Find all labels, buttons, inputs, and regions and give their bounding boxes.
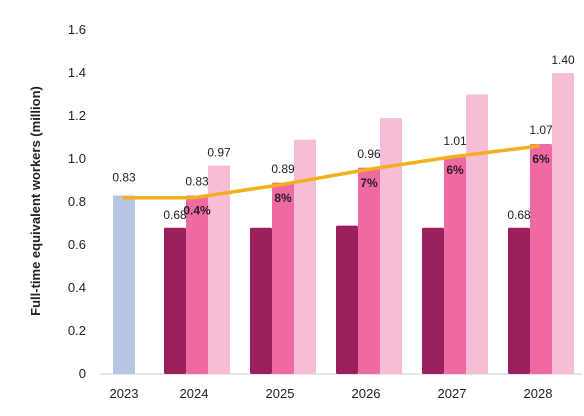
data-label-percent: 8%	[274, 191, 292, 205]
y-tick-label: 1.2	[68, 108, 86, 123]
bar-series-1	[444, 156, 466, 374]
line-layer	[122, 144, 540, 200]
x-tick-label: 2025	[266, 386, 295, 401]
bar-baseline-2023	[113, 195, 135, 374]
x-tick-label: 2027	[438, 386, 467, 401]
bar-series-1	[358, 167, 380, 374]
bar-series-1	[186, 195, 208, 374]
x-tick-label: 2024	[180, 386, 209, 401]
data-label-mid: 1.07	[529, 123, 553, 137]
y-tick-label: 0.4	[68, 280, 86, 295]
x-tick-label: 2023	[110, 386, 139, 401]
data-label-light: 0.97	[207, 145, 231, 159]
axes-layer: 0 0.2 0.4 0.6 0.8 1.0 1.2 1.4 1.6 2023 2024 2025 202…	[68, 22, 582, 401]
y-axis-title: Full-time equivalent workers (million)	[28, 86, 43, 316]
data-label-mid: 0.89	[271, 162, 295, 176]
y-tick-label: 0.6	[68, 237, 86, 252]
x-tick-label: 2028	[524, 386, 553, 401]
bar-series-0	[250, 227, 272, 374]
x-tick-label: 2026	[352, 386, 381, 401]
bar-series-2	[466, 94, 488, 374]
data-label-percent: 6%	[446, 163, 464, 177]
bar-series-1	[530, 143, 552, 374]
y-tick-label: 1.0	[68, 151, 86, 166]
bar-series-0	[164, 227, 186, 374]
y-tick-label: 1.6	[68, 22, 86, 37]
bar-series-0	[336, 225, 358, 374]
bar-series-0	[422, 227, 444, 374]
bar-series-2	[380, 118, 402, 375]
bar-series-2	[552, 73, 574, 374]
bar-series-2	[208, 165, 230, 374]
bars-layer	[113, 73, 574, 375]
bar-series-0	[508, 227, 530, 374]
data-label-percent: 6%	[532, 152, 550, 166]
data-label-dark: 0.68	[507, 208, 531, 222]
y-tick-label: 0	[79, 366, 86, 381]
data-label-mid: 0.96	[357, 147, 381, 161]
data-label-percent: 0.4%	[183, 204, 211, 218]
y-tick-label: 1.4	[68, 65, 86, 80]
data-label-percent: 7%	[360, 176, 378, 190]
labels-layer: 0.83 0.68 0.83 0.97 0.4% 0.89 8% 0.96 7% 1.01 6% 0.…	[112, 53, 575, 222]
data-label-mid: 0.83	[185, 175, 209, 189]
y-tick-label: 0.2	[68, 323, 86, 338]
data-label-dark: 0.68	[163, 208, 187, 222]
data-label-baseline: 0.83	[112, 171, 136, 185]
y-tick-label: 0.8	[68, 194, 86, 209]
trend-line	[122, 144, 540, 200]
data-label-mid: 1.01	[443, 134, 467, 148]
data-label-light: 1.40	[551, 53, 575, 67]
bar-series-1	[272, 182, 294, 374]
bar-series-2	[294, 139, 316, 374]
